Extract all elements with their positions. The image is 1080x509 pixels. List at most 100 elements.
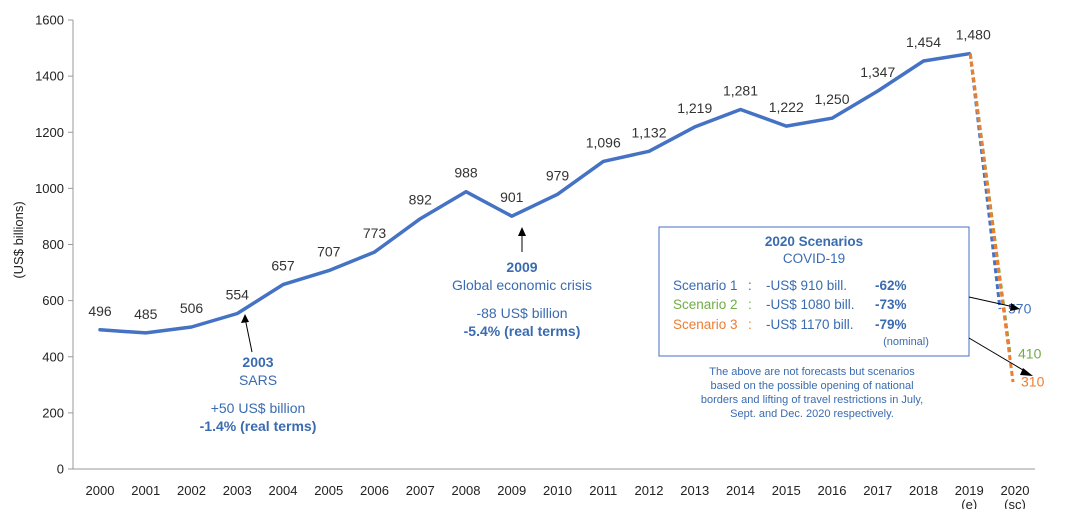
- pointer-1: [968, 296, 1015, 308]
- data-label: 1,222: [769, 99, 804, 115]
- scenario-pointers: [968, 296, 1033, 376]
- crisis-year: 2009: [506, 259, 537, 275]
- x-tick-label: 2002: [177, 483, 206, 498]
- sars-pct: -1.4% (real terms): [200, 418, 317, 434]
- scenario-line: [968, 53, 1015, 383]
- x-tick-label: 2016: [818, 483, 847, 498]
- data-label: 1,454: [906, 34, 941, 50]
- pointer-1-head: [1010, 303, 1020, 311]
- scenario-2-pct: -73%: [875, 297, 907, 312]
- y-tick-label: 1600: [35, 13, 64, 28]
- data-label: 892: [409, 192, 433, 208]
- annotation-crisis: 2009 Global economic crisis -88 US$ bill…: [452, 227, 592, 339]
- data-label: 506: [180, 300, 204, 316]
- x-tick-label: 2004: [269, 483, 298, 498]
- data-label: 485: [134, 306, 158, 322]
- pointer-2: [968, 337, 1029, 374]
- x-tick-label: 2005: [314, 483, 343, 498]
- sars-year: 2003: [242, 354, 273, 370]
- scenario-2-text: -US$ 1080 bill.: [766, 297, 855, 312]
- scenario-lines: 570 410 310: [968, 53, 1045, 390]
- x-tick-label: 2007: [406, 483, 435, 498]
- scenario-box-title: 2020 Scenarios: [765, 234, 863, 249]
- scenario-3-pct: -79%: [875, 317, 907, 332]
- scenario-line: [968, 53, 1002, 310]
- data-label: 1,096: [586, 134, 621, 150]
- scenario-3-name: Scenario 3: [673, 317, 738, 332]
- data-label: 1,250: [814, 91, 849, 107]
- x-tick-label: 2015: [772, 483, 801, 498]
- y-tick-label: 400: [42, 349, 64, 364]
- scenario-box-frame: [658, 226, 970, 357]
- data-label: 1,281: [723, 83, 758, 99]
- crisis-event: Global economic crisis: [452, 277, 592, 293]
- series-line: [98, 51, 972, 335]
- x-tick-label: 2010: [543, 483, 572, 498]
- x-tick-label: 2017: [863, 483, 892, 498]
- crisis-pct: -5.4% (real terms): [464, 323, 581, 339]
- x-tick-label: 2012: [635, 483, 664, 498]
- data-label: 1,219: [677, 100, 712, 116]
- scenario-end-label: 410: [1018, 345, 1042, 361]
- scenario-box: 2020 Scenarios COVID-19 Scenario 1 : -US…: [658, 226, 970, 357]
- data-label: 707: [317, 244, 341, 260]
- crisis-arrowhead: [518, 227, 526, 236]
- data-label: 901: [500, 189, 524, 205]
- data-label: 1,347: [860, 64, 895, 80]
- sars-arrowhead: [241, 314, 249, 323]
- x-tick-label: 2020: [1001, 483, 1030, 498]
- x-tick-label: 2019: [955, 483, 984, 498]
- x-tick-label: 2013: [680, 483, 709, 498]
- x-tick-sublabel: (e): [961, 497, 977, 509]
- y-axis-ticks: 0 200 400 600 800 1000 1200 1400 1600: [35, 13, 73, 477]
- scenario-1-colon: :: [748, 278, 752, 293]
- data-label: 496: [88, 303, 112, 319]
- y-tick-label: 0: [57, 462, 64, 477]
- x-axis-ticks: 2000 2001 2002 2003 2004 2005 2006 2007 2008 2009…: [86, 483, 1030, 509]
- note-line-3: borders and lifting of travel restrictio…: [701, 394, 923, 406]
- x-tick-label: 2014: [726, 483, 755, 498]
- sars-event: SARS: [239, 372, 277, 388]
- y-axis-label: (US$ billions): [11, 201, 26, 278]
- x-tick-label: 2006: [360, 483, 389, 498]
- y-tick-label: 1400: [35, 69, 64, 84]
- x-tick-sublabel: (sc): [1004, 497, 1026, 509]
- scenario-box-nominal: (nominal): [883, 336, 929, 348]
- data-labels: 496 485 506 554 657 707 773 892 988 901 979 1,096 1,…: [88, 27, 991, 322]
- scenario-2-colon: :: [748, 297, 752, 312]
- x-tick-label: 2018: [909, 483, 938, 498]
- scenario-note: The above are not forecasts but scenario…: [701, 366, 923, 420]
- pointer-2-head: [1020, 368, 1033, 376]
- x-tick-label: 2008: [452, 483, 481, 498]
- sars-amount: +50 US$ billion: [211, 400, 306, 416]
- scenario-1-pct: -62%: [875, 278, 907, 293]
- y-tick-label: 600: [42, 293, 64, 308]
- x-tick-label: 2000: [86, 483, 115, 498]
- data-label: 1,132: [631, 124, 666, 140]
- data-label: 773: [363, 225, 387, 241]
- y-tick-label: 800: [42, 237, 64, 252]
- data-label: 1,480: [956, 27, 991, 43]
- y-tick-label: 1200: [35, 125, 64, 140]
- data-label: 554: [226, 287, 250, 303]
- sars-arrow: [244, 317, 253, 353]
- x-tick-label: 2003: [223, 483, 252, 498]
- scenario-3-colon: :: [748, 317, 752, 332]
- scenario-2-name: Scenario 2: [673, 297, 738, 312]
- scenario-end-label: 570: [1008, 301, 1032, 317]
- scenario-end-label: 310: [1021, 374, 1045, 390]
- note-line-1: The above are not forecasts but scenario…: [709, 366, 915, 378]
- x-tick-label: 2001: [131, 483, 160, 498]
- scenario-1-name: Scenario 1: [673, 278, 738, 293]
- y-tick-label: 1000: [35, 181, 64, 196]
- crisis-amount: -88 US$ billion: [476, 305, 567, 321]
- data-label: 979: [546, 167, 570, 183]
- y-tick-label: 200: [42, 405, 64, 420]
- scenario-1-text: -US$ 910 bill.: [766, 278, 847, 293]
- series-line-group: [98, 51, 972, 335]
- note-line-4: Sept. and Dec. 2020 respectively.: [730, 408, 894, 420]
- x-tick-label: 2011: [589, 483, 617, 498]
- data-label: 657: [271, 258, 295, 274]
- x-tick-label: 2009: [497, 483, 526, 498]
